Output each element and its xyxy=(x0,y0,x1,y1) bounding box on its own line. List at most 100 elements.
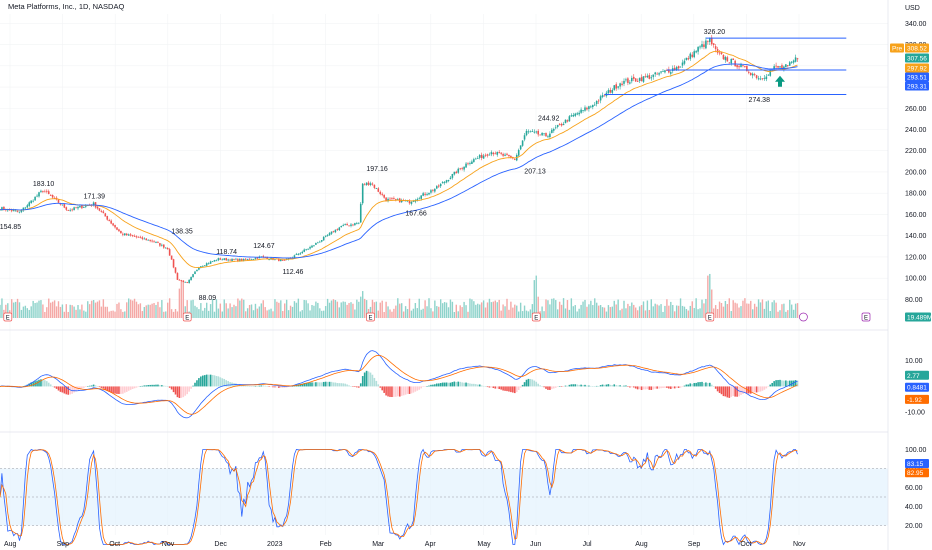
candle-body xyxy=(668,69,670,73)
candle-body xyxy=(541,132,543,136)
macd-histogram-bar xyxy=(634,386,637,389)
volume-bar xyxy=(445,302,448,318)
volume-bar xyxy=(609,307,612,318)
price-tag-label: 293.51 xyxy=(907,75,927,82)
macd-histogram-bar xyxy=(728,386,731,398)
candle-body xyxy=(683,60,686,64)
candle-body xyxy=(701,44,703,47)
macd-histogram-bar xyxy=(373,377,376,387)
grid-lines xyxy=(0,14,888,535)
date-tick-label: Nov xyxy=(162,541,175,548)
candle-body xyxy=(393,198,395,199)
candle-body xyxy=(69,209,71,211)
volume-bar xyxy=(453,311,456,318)
candle-body xyxy=(514,159,516,160)
candle-body xyxy=(623,80,625,84)
volume-bar xyxy=(636,310,639,318)
volume-bar xyxy=(488,298,491,318)
macd-histogram-bar xyxy=(449,382,452,387)
macd-histogram-bar xyxy=(582,384,584,387)
volume-bar xyxy=(631,302,633,318)
macd-histogram-bar xyxy=(519,386,522,388)
candle-body xyxy=(342,224,344,226)
candle-body xyxy=(525,130,528,136)
candle-body xyxy=(428,192,430,195)
volume-bar xyxy=(399,303,401,318)
candle-body xyxy=(274,258,276,260)
macd-histogram-bar xyxy=(393,386,395,397)
macd-histogram-bar xyxy=(685,384,688,387)
volume-bar xyxy=(1,298,3,318)
volume-bar xyxy=(323,310,325,318)
macd-histogram-bar xyxy=(53,386,56,388)
candle-body xyxy=(775,65,777,67)
macd-histogram-bar xyxy=(120,386,122,394)
volume-bar xyxy=(338,307,340,318)
macd-histogram-bar xyxy=(517,386,520,391)
macd-histogram-bar xyxy=(381,386,383,391)
earnings-marker xyxy=(705,312,715,322)
macd-histogram-bar xyxy=(356,386,358,388)
volume-bar xyxy=(650,299,652,318)
macd-histogram-bar xyxy=(375,380,378,387)
candle-body xyxy=(644,76,647,78)
volume-bar xyxy=(192,299,194,318)
macd-histogram-bar xyxy=(254,385,257,387)
volume-bar xyxy=(623,300,625,318)
volume-bar xyxy=(85,311,87,318)
volume-bar xyxy=(11,299,13,318)
candle-body xyxy=(248,258,251,260)
macd-histogram-bar xyxy=(311,382,313,387)
macd-histogram-bar xyxy=(675,386,678,388)
macd-histogram-bar xyxy=(580,384,582,387)
volume-bar xyxy=(352,303,354,318)
macd-histogram-bar xyxy=(666,386,668,388)
volume-bar xyxy=(50,302,52,318)
volume-bar xyxy=(313,305,315,318)
candle-body xyxy=(638,78,641,81)
macd-histogram-bar xyxy=(342,383,344,387)
volume-bar xyxy=(328,302,331,318)
candle-body xyxy=(426,194,428,195)
macd-histogram-bar xyxy=(757,386,760,393)
macd-histogram-bar xyxy=(59,386,62,392)
candle-body xyxy=(652,74,655,77)
volume-bar xyxy=(350,302,352,318)
volume-bar xyxy=(256,308,259,318)
candle-body xyxy=(670,72,672,74)
macd-histogram-bar xyxy=(278,386,280,388)
candle-body xyxy=(416,199,419,201)
candle-body xyxy=(254,257,257,259)
volume-bar xyxy=(404,306,407,318)
candle-body xyxy=(430,190,432,193)
macd-histogram-bar xyxy=(767,386,770,387)
macd-histogram-bar xyxy=(597,385,600,387)
candle-body xyxy=(593,104,596,106)
macd-histogram-bar xyxy=(512,386,514,393)
volume-bar xyxy=(363,298,366,318)
macd-histogram-bar xyxy=(319,382,321,387)
macd-histogram-bar xyxy=(601,384,604,387)
volume-bar xyxy=(159,307,161,318)
volume-bar xyxy=(775,302,777,318)
candle-body xyxy=(20,210,23,212)
volume-bar xyxy=(36,302,38,318)
macd-histogram-bar xyxy=(147,385,149,387)
volume-bar xyxy=(131,300,134,318)
macd-histogram-bar xyxy=(718,386,721,393)
candle-body xyxy=(180,280,183,281)
macd-histogram-bar xyxy=(164,385,167,387)
date-tick-label: May xyxy=(477,541,491,548)
candle-body xyxy=(420,195,422,199)
candle-body xyxy=(794,57,797,62)
candle-body xyxy=(133,235,136,237)
macd-histogram-bar xyxy=(748,386,750,394)
candle-body xyxy=(607,90,610,93)
macd-histogram-bar xyxy=(131,386,134,390)
volume-bar xyxy=(71,305,73,318)
macd-histogram-bar xyxy=(749,386,752,394)
volume-bar xyxy=(531,304,534,318)
macd-histogram-bar xyxy=(432,384,434,387)
stoch-tick-label: 20.00 xyxy=(905,523,923,530)
macd-histogram-bar xyxy=(434,384,436,387)
